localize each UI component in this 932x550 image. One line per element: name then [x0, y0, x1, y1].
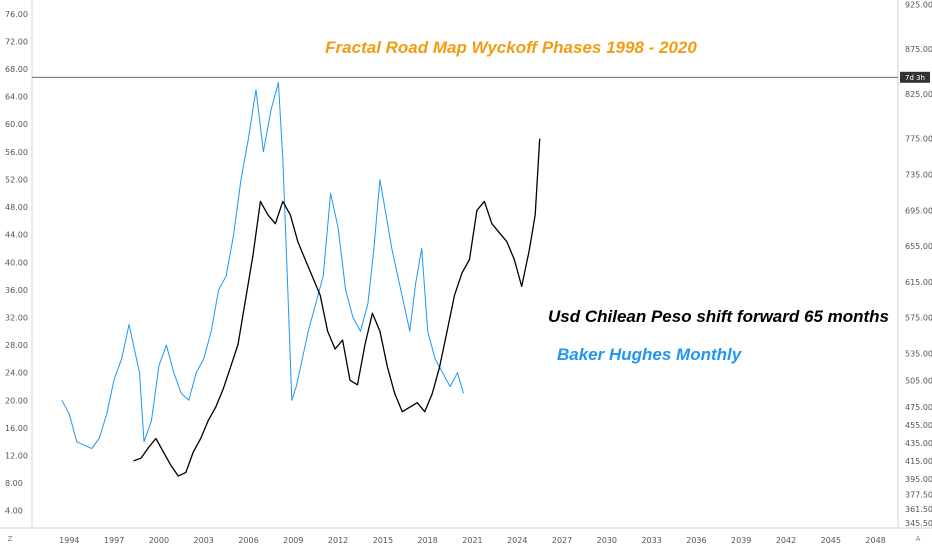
x-tick-label: 2021: [462, 536, 482, 545]
right-tick-label: 575.00: [905, 314, 932, 323]
right-axis[interactable]: 925.00 875.00 825.00 775.00 735.00 695.00 655.…: [905, 0, 932, 528]
x-tick-label: 2000: [149, 536, 169, 545]
x-tick-label: 2042: [776, 536, 796, 545]
x-tick-label: 2036: [686, 536, 706, 545]
left-tick-label: 28.00: [5, 341, 28, 350]
left-tick-label: 52.00: [5, 175, 28, 184]
right-tick-label: 925.00: [905, 0, 932, 9]
x-tick-label: 2039: [731, 536, 751, 545]
price-badge: 7d 3h: [900, 71, 930, 83]
x-tick-label: 2048: [865, 536, 885, 545]
left-tick-label: 68.00: [5, 65, 28, 74]
left-tick-label: 20.00: [5, 396, 28, 405]
x-tick-label: 2018: [417, 536, 437, 545]
right-tick-label: 361.50: [905, 505, 932, 514]
x-tick-label: 2015: [373, 536, 393, 545]
time-axis[interactable]: 1994 1997 2000 2003 2006 2009 2012 2015 2018 2021…: [59, 536, 886, 545]
annotation-baker-hughes: Baker Hughes Monthly: [557, 345, 743, 364]
x-tick-label: 2045: [821, 536, 841, 545]
x-tick-label: 2012: [328, 536, 348, 545]
left-tick-label: 8.00: [5, 479, 23, 488]
left-tick-label: 40.00: [5, 258, 28, 267]
right-tick-label: 415.00: [905, 457, 932, 466]
x-tick-label: 2033: [641, 536, 661, 545]
right-tick-label: 615.00: [905, 278, 932, 287]
left-tick-label: 56.00: [5, 148, 28, 157]
x-tick-label: 1994: [59, 536, 79, 545]
price-badge-box: [900, 71, 930, 83]
corner-label-left[interactable]: Z: [8, 535, 13, 543]
x-tick-label: 2009: [283, 536, 303, 545]
left-tick-label: 36.00: [5, 286, 28, 295]
left-tick-label: 72.00: [5, 37, 28, 46]
right-tick-label: 735.00: [905, 171, 932, 180]
left-axis[interactable]: 76.00 72.00 68.00 64.00 60.00 56.00 52.00 48.00…: [5, 10, 28, 516]
right-tick-label: 875.00: [905, 45, 932, 54]
right-tick-label: 435.00: [905, 439, 932, 448]
right-tick-label: 535.00: [905, 349, 932, 358]
right-tick-label: 345.50: [905, 519, 932, 528]
right-tick-label: 695.00: [905, 206, 932, 215]
left-tick-label: 24.00: [5, 369, 28, 378]
right-tick-label: 505.00: [905, 376, 932, 385]
right-tick-label: 775.00: [905, 135, 932, 144]
right-tick-label: 825.00: [905, 90, 932, 99]
right-tick-label: 475.00: [905, 403, 932, 412]
left-tick-label: 12.00: [5, 452, 28, 461]
right-tick-label: 377.50: [905, 490, 932, 499]
right-tick-label: 395.00: [905, 475, 932, 484]
x-tick-label: 2024: [507, 536, 527, 545]
baker-hughes-series-line[interactable]: [61, 82, 464, 450]
left-tick-label: 48.00: [5, 203, 28, 212]
x-tick-label: 2027: [552, 536, 572, 545]
x-tick-label: 1997: [104, 536, 124, 545]
plot-area[interactable]: [61, 82, 541, 477]
left-tick-label: 32.00: [5, 313, 28, 322]
left-tick-label: 64.00: [5, 93, 28, 102]
price-badge-label: 7d 3h: [905, 74, 925, 82]
chart-title: Fractal Road Map Wyckoff Phases 1998 - 2…: [325, 38, 697, 57]
left-tick-label: 16.00: [5, 424, 28, 433]
right-tick-label: 655.00: [905, 242, 932, 251]
usd-clp-series-line[interactable]: [133, 138, 541, 477]
x-tick-label: 2006: [238, 536, 258, 545]
left-tick-label: 44.00: [5, 231, 28, 240]
left-tick-label: 4.00: [5, 507, 23, 516]
corner-label-right[interactable]: A: [916, 535, 921, 543]
left-tick-label: 76.00: [5, 10, 28, 19]
annotation-usd-clp: Usd Chilean Peso shift forward 65 months: [548, 307, 889, 326]
left-tick-label: 60.00: [5, 120, 28, 129]
right-tick-label: 455.00: [905, 421, 932, 430]
x-tick-label: 2003: [194, 536, 214, 545]
x-tick-label: 2030: [597, 536, 617, 545]
